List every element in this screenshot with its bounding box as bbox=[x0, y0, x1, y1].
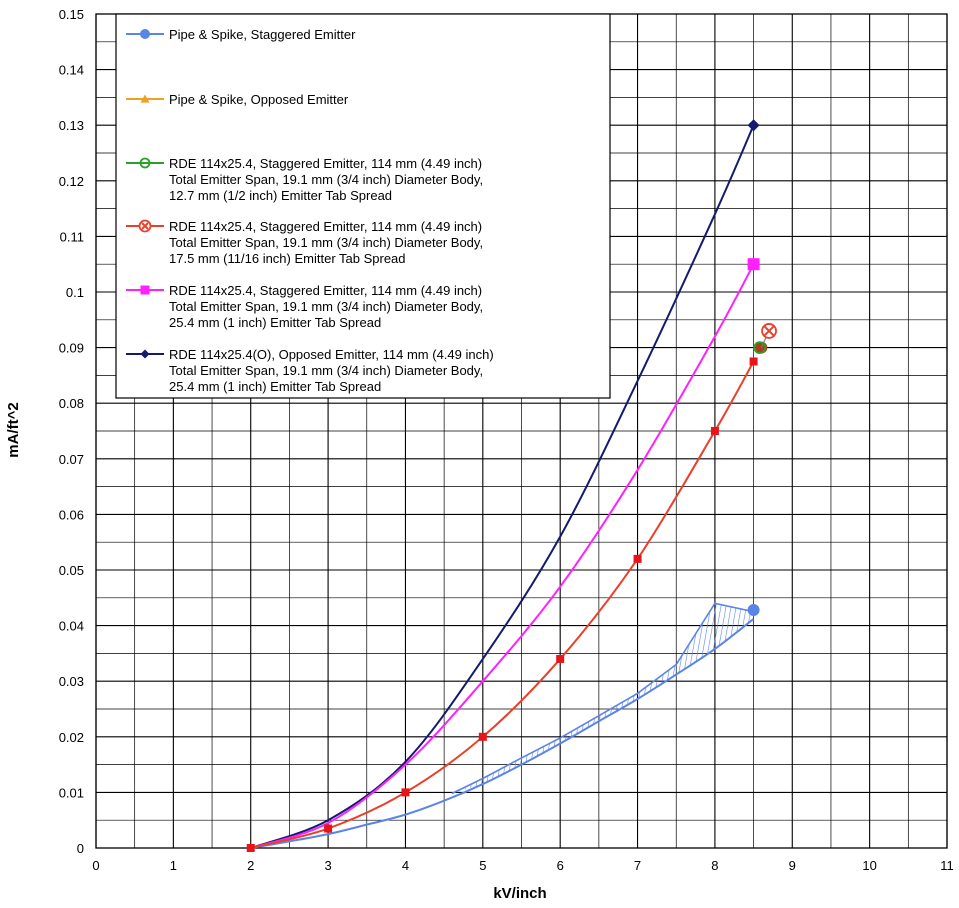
y-tick-label: 0.02 bbox=[59, 730, 84, 745]
series-layer bbox=[246, 119, 777, 852]
x-tick-label: 3 bbox=[324, 858, 331, 873]
x-tick-label: 7 bbox=[634, 858, 641, 873]
legend-label: Total Emitter Span, 19.1 mm (3/4 inch) D… bbox=[169, 299, 483, 314]
y-tick-label: 0.12 bbox=[59, 174, 84, 189]
y-axis-label: mA/ft^2 bbox=[5, 402, 22, 457]
x-tick-label: 8 bbox=[711, 858, 718, 873]
y-tick-label: 0 bbox=[77, 841, 84, 856]
legend-label: RDE 114x25.4, Staggered Emitter, 114 mm … bbox=[169, 156, 482, 171]
series-rde-25-4-point bbox=[747, 258, 760, 271]
x-tick-label: 2 bbox=[247, 858, 254, 873]
legend-label: 17.5 mm (11/16 inch) Emitter Tab Spread bbox=[169, 251, 406, 266]
legend-label: RDE 114x25.4, Staggered Emitter, 114 mm … bbox=[169, 283, 482, 298]
y-tick-label: 0.11 bbox=[60, 229, 84, 244]
series-pipe-spike-staggered-point bbox=[747, 604, 760, 617]
legend-entry: RDE 114x25.4(O), Opposed Emitter, 114 mm… bbox=[126, 347, 494, 394]
series-rde-25-4-line bbox=[250, 263, 755, 849]
legend-marker bbox=[140, 285, 150, 295]
series-pipe-spike-staggered-band bbox=[451, 603, 754, 794]
y-tick-label: 0.04 bbox=[59, 619, 84, 634]
x-tick-label: 10 bbox=[862, 858, 876, 873]
legend-entry: Pipe & Spike, Staggered Emitter bbox=[126, 27, 356, 42]
y-tick-label: 0.09 bbox=[59, 341, 84, 356]
axes: 0 1 2 3 4 5 6 7 8 9 10 11 0 0.01 0.02 0.03 0.04 0.05 0.06 0… bbox=[59, 7, 954, 873]
series-rde-17-5-point bbox=[478, 732, 487, 741]
y-tick-label: 0.08 bbox=[59, 396, 84, 411]
legend-marker bbox=[138, 219, 152, 233]
legend-marker bbox=[140, 94, 150, 103]
legend-label: Total Emitter Span, 19.1 mm (3/4 inch) D… bbox=[169, 235, 483, 250]
series-rde-12-7-point bbox=[753, 341, 767, 355]
y-tick-label: 0.05 bbox=[59, 563, 84, 578]
y-tick-label: 0.13 bbox=[59, 118, 84, 133]
legend-box bbox=[115, 13, 611, 399]
legend-label: 12.7 mm (1/2 inch) Emitter Tab Spread bbox=[169, 188, 392, 203]
legend-label: Pipe & Spike, Staggered Emitter bbox=[169, 27, 356, 42]
x-tick-label: 0 bbox=[92, 858, 99, 873]
series-rde-17-5-point bbox=[401, 788, 410, 797]
legend-entry: RDE 114x25.4, Staggered Emitter, 114 mm … bbox=[126, 156, 483, 203]
legend-marker bbox=[139, 157, 151, 169]
legend-label: Total Emitter Span, 19.1 mm (3/4 inch) D… bbox=[169, 172, 483, 187]
series-pipe-spike-staggered-upper-line bbox=[451, 602, 754, 795]
series-rde-17-5-point bbox=[749, 357, 758, 366]
legend-entry: Pipe & Spike, Opposed Emitter bbox=[126, 92, 349, 107]
series-rde-17-5-line bbox=[250, 361, 755, 849]
y-tick-label: 0.14 bbox=[59, 63, 84, 78]
x-tick-label: 9 bbox=[789, 858, 796, 873]
y-tick-label: 0.03 bbox=[59, 674, 84, 689]
y-tick-label: 0.1 bbox=[66, 285, 84, 300]
series-rde-opposed-line bbox=[250, 124, 755, 849]
legend-entry: RDE 114x25.4, Staggered Emitter, 114 mm … bbox=[126, 219, 483, 266]
legend-label: 25.4 mm (1 inch) Emitter Tab Spread bbox=[169, 379, 381, 394]
legend-marker bbox=[140, 29, 150, 39]
y-tick-label: 0.15 bbox=[59, 7, 84, 22]
legend-label: RDE 114x25.4(O), Opposed Emitter, 114 mm… bbox=[169, 347, 494, 362]
legend-label: 25.4 mm (1 inch) Emitter Tab Spread bbox=[169, 315, 381, 330]
legend-label: Total Emitter Span, 19.1 mm (3/4 inch) D… bbox=[169, 363, 483, 378]
x-tick-label: 4 bbox=[402, 858, 409, 873]
legend: Pipe & Spike, Staggered Emitter Pipe & Sp… bbox=[115, 13, 611, 399]
x-tick-label: 6 bbox=[557, 858, 564, 873]
x-tick-label: 1 bbox=[170, 858, 177, 873]
series-rde-17-5-point bbox=[556, 654, 565, 663]
legend-entry: RDE 114x25.4, Staggered Emitter, 114 mm … bbox=[126, 283, 483, 330]
y-tick-label: 0.06 bbox=[59, 507, 84, 522]
y-tick-label: 0.01 bbox=[59, 785, 84, 800]
marker-cross bbox=[141, 222, 149, 230]
legend-label: Pipe & Spike, Opposed Emitter bbox=[169, 92, 349, 107]
legend-label: RDE 114x25.4, Staggered Emitter, 114 mm … bbox=[169, 219, 482, 234]
marker-cross bbox=[763, 325, 775, 337]
series-rde-opposed-point bbox=[747, 119, 760, 132]
series-rde-17-5-point bbox=[246, 844, 255, 852]
series-rde-17-5-point bbox=[710, 427, 719, 435]
y-tick-label: 0.07 bbox=[59, 452, 84, 467]
x-tick-label: 5 bbox=[479, 858, 486, 873]
series-pipe-spike-staggered-line bbox=[250, 618, 755, 849]
x-tick-label: 11 bbox=[940, 858, 954, 873]
series-rde-17-5-point bbox=[633, 554, 642, 563]
legend-marker bbox=[140, 349, 150, 359]
series-rde-17-5-endpoint bbox=[761, 323, 777, 339]
x-axis-label: kV/inch bbox=[493, 885, 546, 902]
series-rde-17-5-point bbox=[324, 824, 333, 833]
